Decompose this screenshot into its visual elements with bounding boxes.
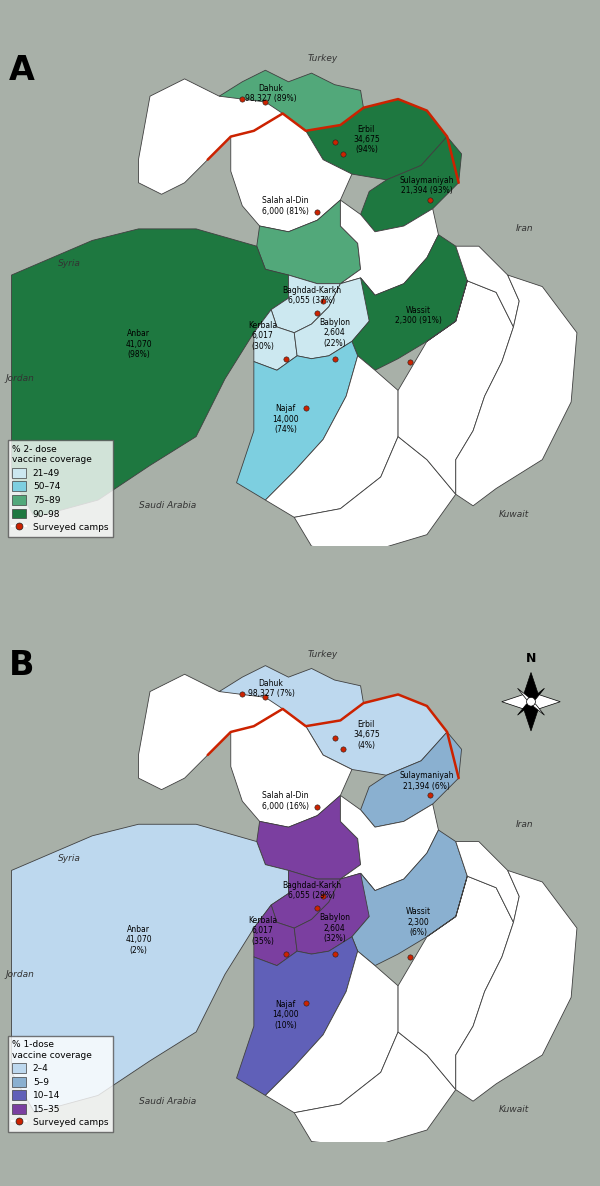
- Polygon shape: [427, 842, 519, 937]
- Text: Sulaymaniyah
21,394 (93%): Sulaymaniyah 21,394 (93%): [400, 176, 454, 196]
- Text: Kerbala
6,017
(35%): Kerbala 6,017 (35%): [248, 916, 277, 946]
- Text: Dahuk
98,327 (7%): Dahuk 98,327 (7%): [248, 678, 295, 699]
- Polygon shape: [265, 951, 398, 1112]
- Polygon shape: [352, 235, 467, 370]
- Text: Salah al-Din
6,000 (16%): Salah al-Din 6,000 (16%): [262, 791, 309, 811]
- Text: Najaf
14,000
(74%): Najaf 14,000 (74%): [272, 404, 299, 434]
- Text: Iran: Iran: [516, 224, 534, 234]
- Polygon shape: [257, 200, 361, 283]
- Polygon shape: [456, 871, 577, 1101]
- Text: Kerbala
6,017
(30%): Kerbala 6,017 (30%): [248, 320, 277, 351]
- Polygon shape: [361, 136, 461, 231]
- Polygon shape: [456, 275, 577, 505]
- Polygon shape: [219, 665, 364, 726]
- Polygon shape: [271, 275, 340, 333]
- Polygon shape: [11, 229, 289, 517]
- Polygon shape: [398, 281, 514, 495]
- Polygon shape: [265, 356, 398, 517]
- Polygon shape: [271, 871, 340, 929]
- Polygon shape: [257, 796, 361, 879]
- Text: A: A: [9, 53, 35, 87]
- Text: Turkey: Turkey: [308, 55, 338, 63]
- Text: Kuwait: Kuwait: [499, 510, 529, 519]
- Text: Najaf
14,000
(10%): Najaf 14,000 (10%): [272, 1000, 299, 1029]
- Polygon shape: [294, 278, 375, 358]
- Polygon shape: [398, 876, 514, 1090]
- Text: Wassit
2,300 (91%): Wassit 2,300 (91%): [395, 306, 442, 325]
- Polygon shape: [294, 873, 375, 954]
- Text: Anbar
41,070
(2%): Anbar 41,070 (2%): [125, 925, 152, 955]
- Text: Jordan: Jordan: [6, 970, 35, 978]
- Text: Baghdad-Karkh
6,055 (37%): Baghdad-Karkh 6,055 (37%): [282, 286, 341, 305]
- Legend: 21–49, 50–74, 75–89, 90–98, Surveyed camps: 21–49, 50–74, 75–89, 90–98, Surveyed cam…: [8, 440, 113, 536]
- Text: Baghdad-Karkh
6,055 (29%): Baghdad-Karkh 6,055 (29%): [282, 881, 341, 900]
- Text: Kuwait: Kuwait: [499, 1105, 529, 1115]
- Text: Turkey: Turkey: [308, 650, 338, 658]
- Polygon shape: [294, 1032, 456, 1147]
- Polygon shape: [11, 824, 289, 1112]
- Polygon shape: [340, 796, 439, 891]
- Polygon shape: [139, 79, 289, 195]
- Polygon shape: [236, 937, 358, 1096]
- Polygon shape: [139, 675, 289, 790]
- Text: Babylon
2,604
(22%): Babylon 2,604 (22%): [319, 318, 350, 347]
- Polygon shape: [306, 695, 447, 776]
- Polygon shape: [352, 830, 467, 965]
- Text: Saudi Arabia: Saudi Arabia: [139, 1097, 196, 1105]
- Polygon shape: [231, 114, 352, 231]
- Legend: 2–4, 5–9, 10–14, 15–35, Surveyed camps: 2–4, 5–9, 10–14, 15–35, Surveyed camps: [8, 1035, 113, 1131]
- Polygon shape: [236, 342, 358, 500]
- Text: Wassit
2,300
(6%): Wassit 2,300 (6%): [406, 907, 431, 937]
- Polygon shape: [294, 436, 456, 551]
- Text: Dahuk
98,327 (89%): Dahuk 98,327 (89%): [245, 83, 297, 103]
- Polygon shape: [219, 70, 364, 130]
- Text: Saudi Arabia: Saudi Arabia: [139, 502, 196, 510]
- Polygon shape: [231, 709, 352, 827]
- Text: Anbar
41,070
(98%): Anbar 41,070 (98%): [125, 330, 152, 359]
- Text: Syria: Syria: [58, 259, 80, 268]
- Polygon shape: [427, 247, 519, 342]
- Polygon shape: [254, 310, 297, 370]
- Text: Salah al-Din
6,000 (81%): Salah al-Din 6,000 (81%): [262, 196, 309, 216]
- Polygon shape: [254, 905, 297, 965]
- Text: Babylon
2,604
(32%): Babylon 2,604 (32%): [319, 913, 350, 943]
- Text: Sulaymaniyah
21,394 (6%): Sulaymaniyah 21,394 (6%): [400, 771, 454, 791]
- Text: Iran: Iran: [516, 820, 534, 829]
- Polygon shape: [361, 732, 461, 827]
- Text: Jordan: Jordan: [6, 375, 35, 383]
- Text: Erbil
34,675
(94%): Erbil 34,675 (94%): [353, 125, 380, 154]
- Polygon shape: [306, 100, 447, 180]
- Polygon shape: [340, 200, 439, 295]
- Text: B: B: [9, 649, 35, 682]
- Text: Erbil
34,675
(4%): Erbil 34,675 (4%): [353, 720, 380, 750]
- Text: Syria: Syria: [58, 854, 80, 863]
